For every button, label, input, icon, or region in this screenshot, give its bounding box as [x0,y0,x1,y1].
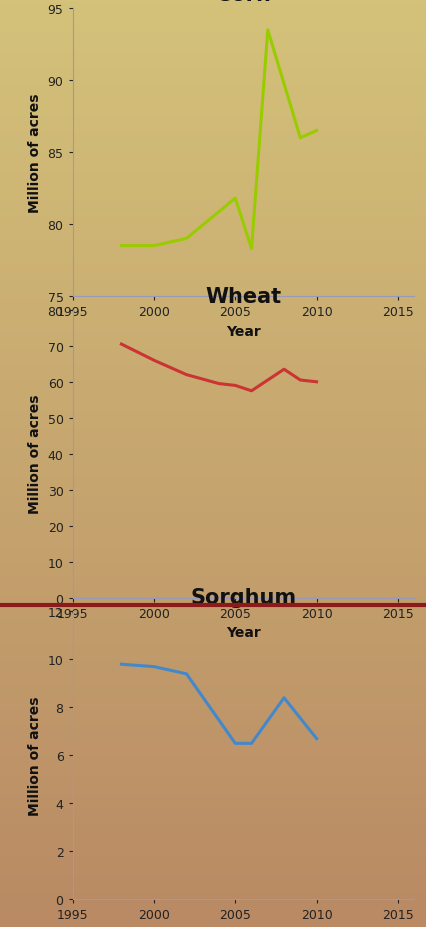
Title: Wheat: Wheat [205,286,281,306]
X-axis label: Year: Year [225,626,260,640]
Y-axis label: Million of acres: Million of acres [28,94,42,212]
Title: Sorghum: Sorghum [190,588,296,607]
Title: Corn: Corn [216,0,270,5]
X-axis label: Year: Year [225,324,260,338]
Y-axis label: Million of acres: Million of acres [28,395,42,514]
Y-axis label: Million of acres: Million of acres [28,696,42,815]
